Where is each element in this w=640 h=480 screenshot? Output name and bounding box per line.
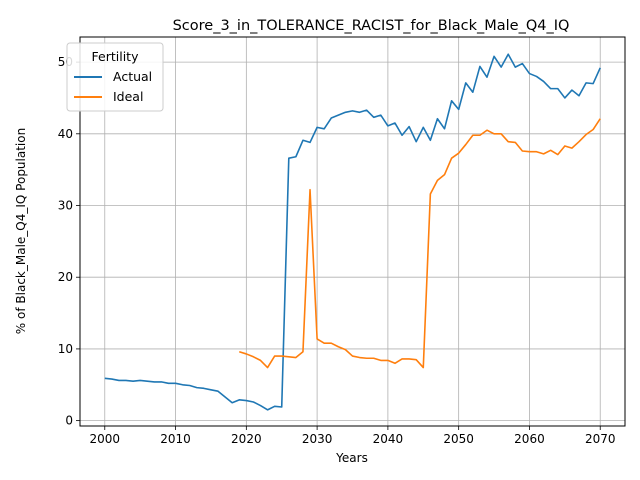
legend-title: Fertility — [92, 49, 140, 64]
x-tick-label: 2000 — [89, 432, 120, 446]
x-axis-label: Years — [335, 451, 368, 465]
x-tick-label: 2070 — [585, 432, 616, 446]
series-line-actual — [104, 53, 601, 411]
x-tick-label: 2050 — [443, 432, 474, 446]
y-tick-label: 40 — [58, 127, 73, 141]
y-tick-label: 20 — [58, 270, 73, 284]
x-tick-label: 2040 — [373, 432, 404, 446]
x-tick-label: 2060 — [514, 432, 545, 446]
x-tick-label: 2030 — [302, 432, 333, 446]
plot-area-frame — [79, 36, 626, 427]
x-axis-ticks: 2000 2010 2020 2030 2040 2050 2060 2070 — [89, 426, 616, 446]
y-tick-label: 0 — [65, 414, 73, 428]
legend: Fertility Actual Ideal — [66, 42, 164, 112]
x-tick-label: 2020 — [231, 432, 262, 446]
y-tick-label: 30 — [58, 199, 73, 213]
legend-box — [66, 42, 164, 112]
grid-lines — [80, 37, 625, 426]
series-line-ideal — [239, 118, 601, 369]
y-tick-label: 10 — [58, 342, 73, 356]
x-tick-label: 2010 — [160, 432, 191, 446]
y-axis-label: % of Black_Male_Q4_IQ Population — [14, 128, 28, 334]
legend-label-ideal: Ideal — [113, 89, 143, 104]
series-layer — [104, 53, 601, 411]
chart-title: Score_3_in_TOLERANCE_RACIST_for_Black_Ma… — [173, 18, 570, 34]
legend-label-actual: Actual — [113, 69, 152, 84]
